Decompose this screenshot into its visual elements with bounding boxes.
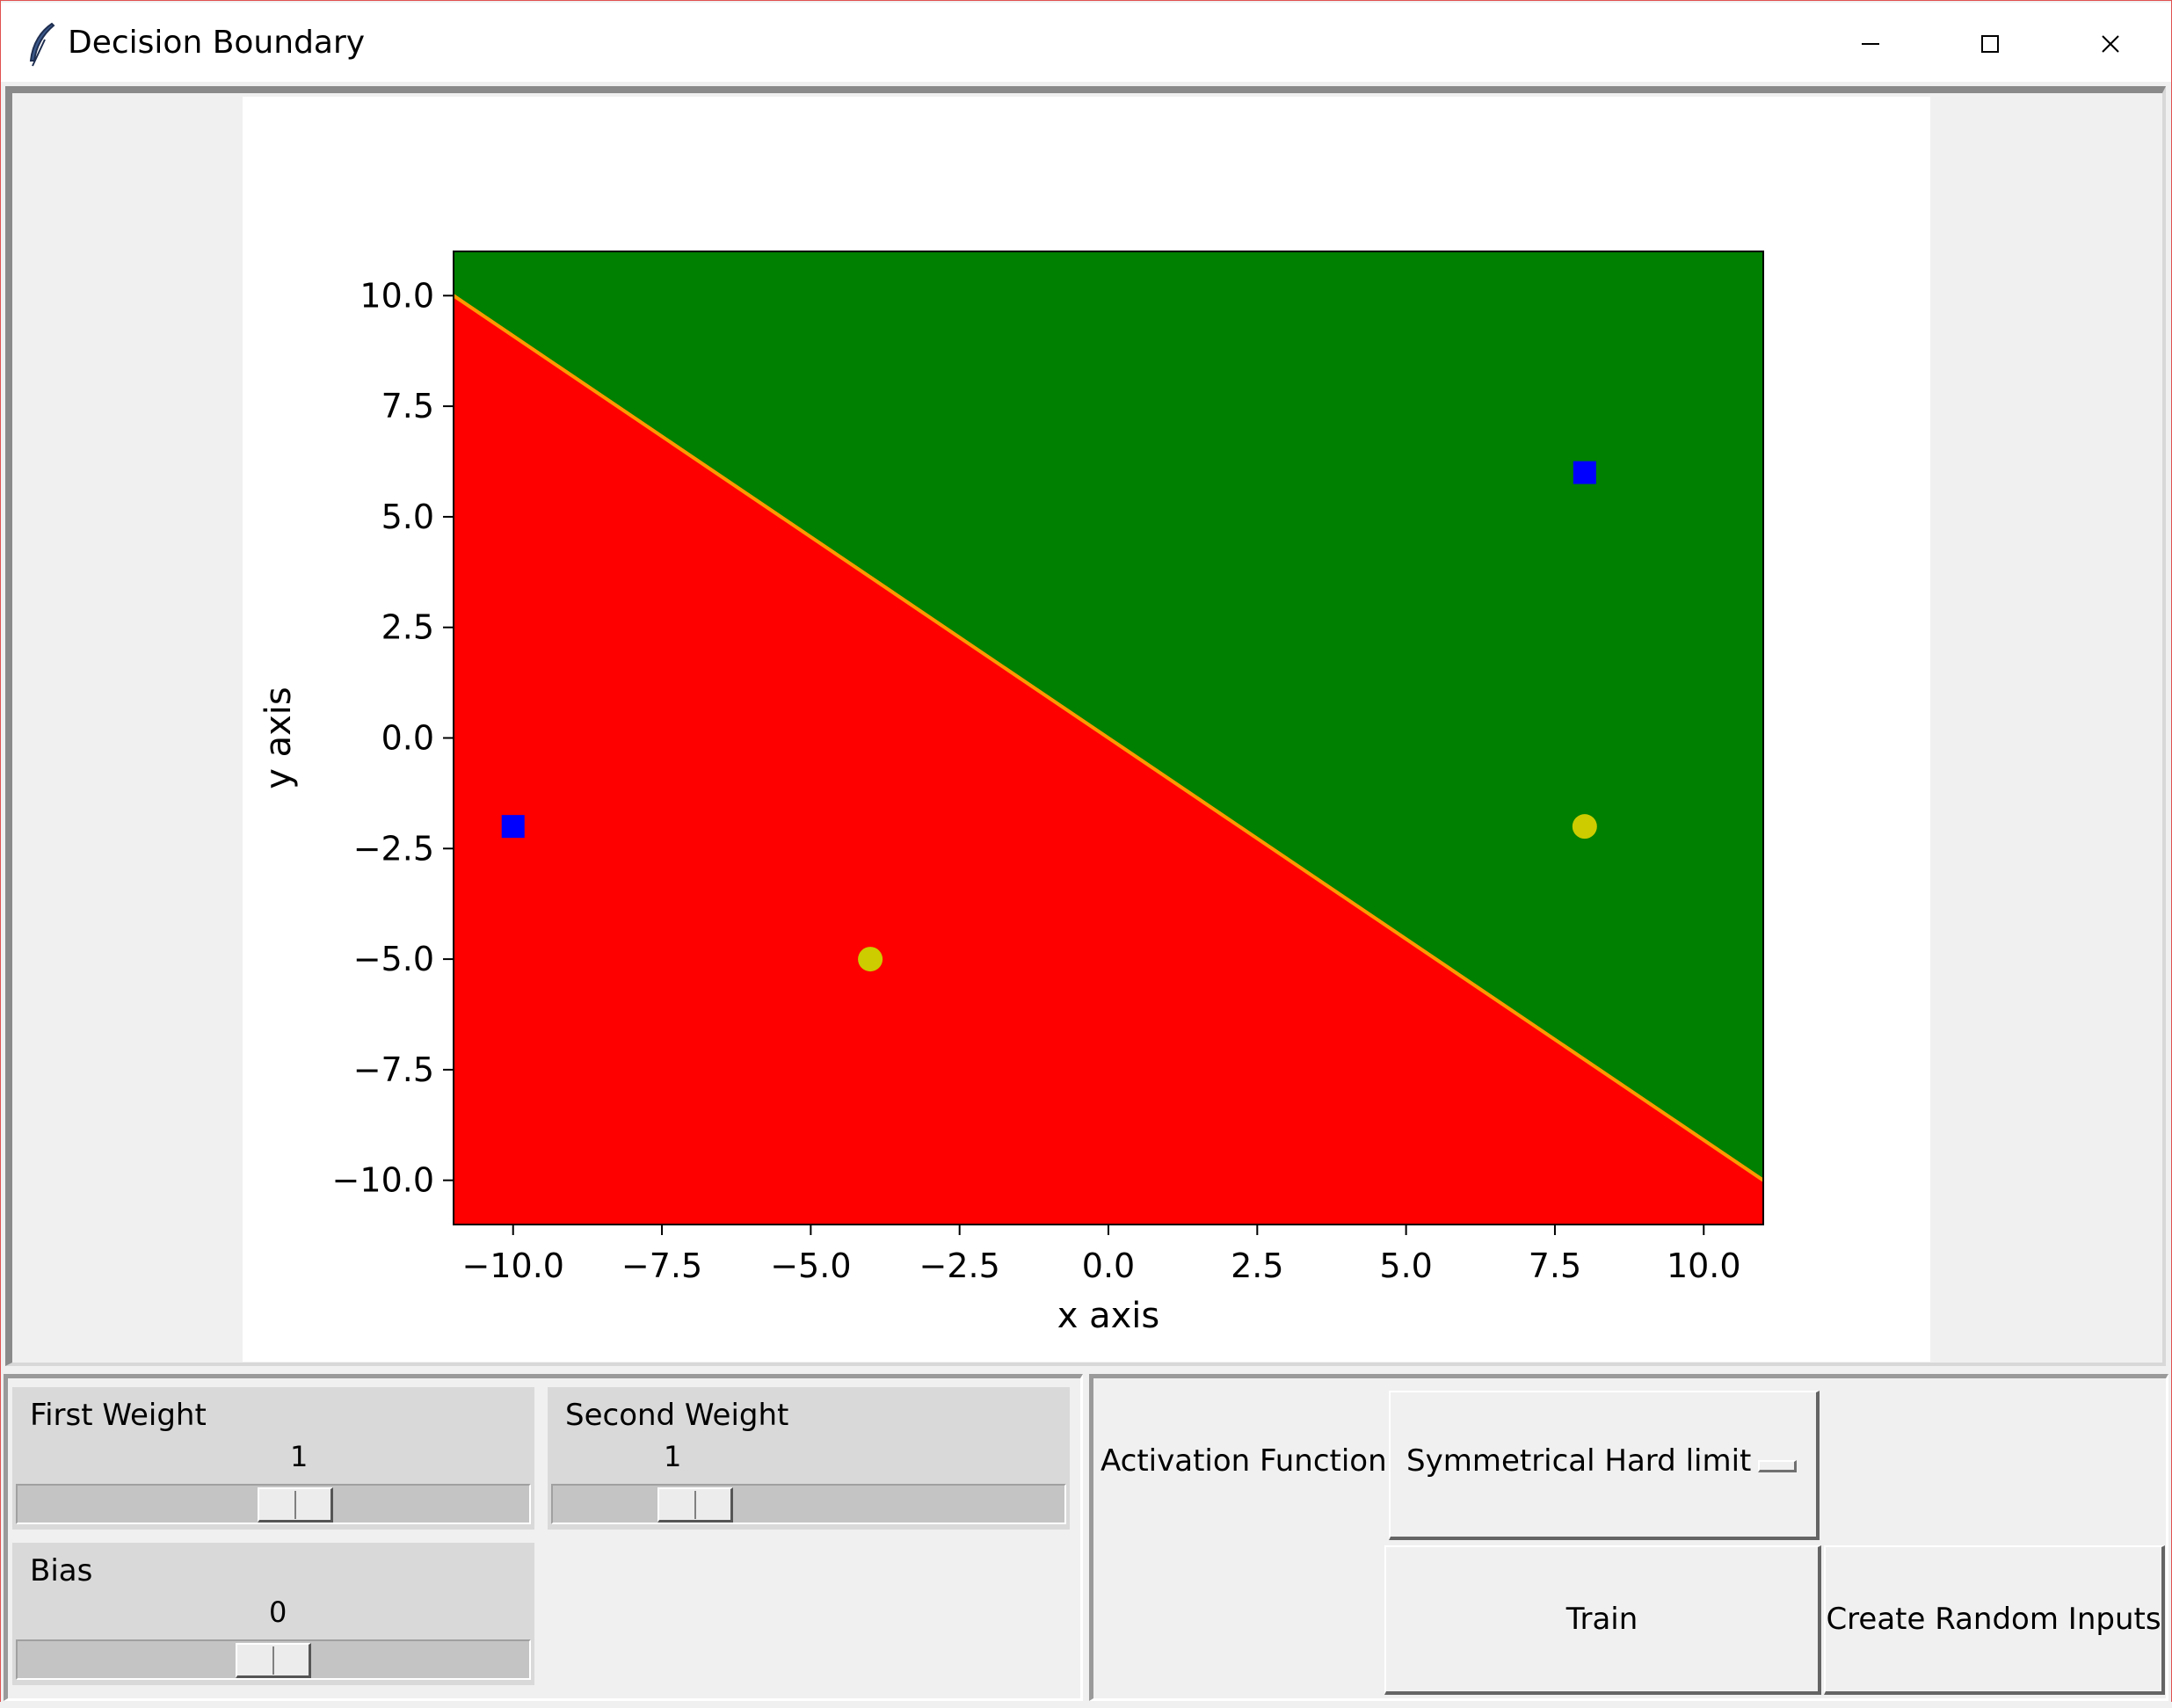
data-point-circle — [858, 947, 883, 972]
activation-function-selected: Symmetrical Hard limit — [1406, 1443, 1752, 1479]
first-weight-label: First Weight — [30, 1398, 207, 1433]
second-weight-trough[interactable] — [551, 1484, 1066, 1524]
x-tick-label: 0.0 — [1082, 1246, 1135, 1285]
x-tick-label: −10.0 — [462, 1246, 564, 1285]
title-bar: Decision Boundary — [1, 3, 2171, 82]
activation-function-menu[interactable] — [1389, 1391, 1820, 1540]
x-tick-label: −7.5 — [621, 1246, 702, 1285]
y-tick-label: 5.0 — [381, 498, 434, 536]
data-point-square — [501, 815, 525, 839]
second-weight-value: 1 — [664, 1440, 682, 1473]
x-tick-label: −5.0 — [770, 1246, 851, 1285]
minimize-icon — [1862, 43, 1879, 45]
y-tick-label: 0.0 — [381, 719, 434, 758]
region-above — [454, 251, 1763, 1181]
y-tick-label: −5.0 — [353, 940, 434, 978]
second-weight-slider[interactable] — [657, 1487, 733, 1523]
first-weight-slider[interactable] — [258, 1487, 333, 1523]
train-button[interactable]: Train — [1384, 1545, 1821, 1695]
close-icon — [2102, 35, 2119, 53]
first-weight-scale: First Weight 1 — [12, 1387, 534, 1530]
close-button[interactable] — [2058, 13, 2163, 75]
y-tick-label: −2.5 — [353, 829, 434, 868]
x-tick-label: 10.0 — [1667, 1246, 1741, 1285]
y-axis-label: y axis — [258, 687, 299, 789]
maximize-button[interactable] — [1937, 13, 2043, 75]
bottom-edge — [0, 1702, 2172, 1708]
y-tick-label: −10.0 — [332, 1161, 434, 1200]
x-tick-label: 2.5 — [1231, 1246, 1283, 1285]
y-tick-label: 10.0 — [360, 276, 434, 315]
y-tick-label: −7.5 — [353, 1050, 434, 1089]
region-below — [454, 295, 1763, 1225]
x-axis-label: x axis — [1057, 1296, 1160, 1336]
first-weight-trough[interactable] — [16, 1484, 531, 1524]
bias-slider[interactable] — [236, 1643, 311, 1678]
y-tick-label: 2.5 — [381, 608, 434, 647]
decision-boundary-chart: −10.0 −7.5 −5.0 −2.5 0.0 2.5 5.0 7.5 10.0 −10.0 −7… — [258, 251, 1764, 1336]
bias-value: 0 — [269, 1595, 287, 1629]
activation-function-label: Activation Function — [1101, 1443, 1387, 1479]
decision-boundary-line — [454, 294, 1763, 1182]
maximize-icon — [1981, 35, 1999, 53]
minimize-button[interactable] — [1818, 13, 1923, 75]
feather-icon — [29, 22, 55, 67]
data-point-square — [1573, 461, 1596, 484]
x-tick-label: −2.5 — [919, 1246, 1000, 1285]
x-tick-label: 5.0 — [1379, 1246, 1432, 1285]
bias-scale: Bias 0 — [12, 1543, 534, 1685]
y-tick-label: 7.5 — [381, 387, 434, 425]
x-tick-label: 7.5 — [1529, 1246, 1581, 1285]
second-weight-scale: Second Weight 1 — [548, 1387, 1070, 1530]
second-weight-label: Second Weight — [565, 1398, 789, 1433]
create-random-inputs-button[interactable]: Create Random Inputs — [1824, 1545, 2165, 1695]
data-point-circle — [1572, 814, 1597, 839]
bias-label: Bias — [30, 1553, 93, 1588]
option-menu-indicator-icon — [1758, 1460, 1797, 1472]
first-weight-value: 1 — [290, 1440, 309, 1473]
window-title: Decision Boundary — [68, 25, 366, 61]
bias-trough[interactable] — [16, 1639, 531, 1680]
